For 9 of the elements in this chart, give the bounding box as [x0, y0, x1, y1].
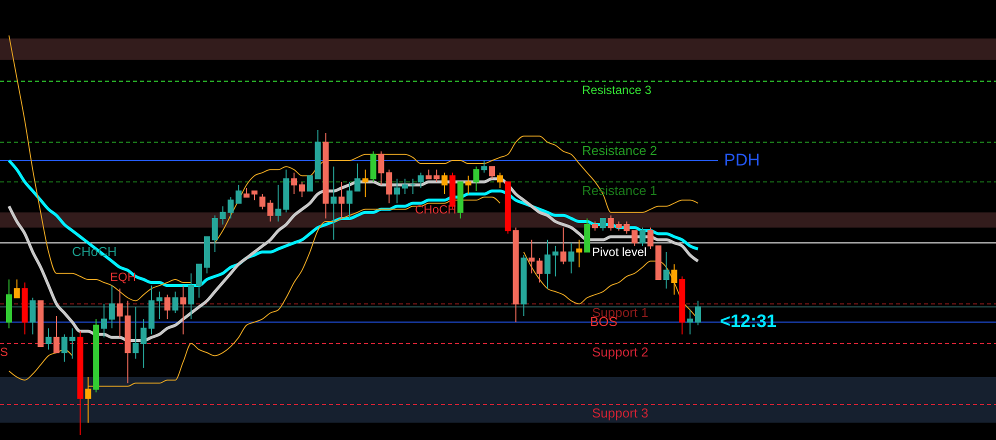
- ref-line-label: PDH: [724, 150, 760, 170]
- annotation: CHoCH: [415, 202, 456, 216]
- ref-line-label: Pivot level: [592, 244, 647, 259]
- annotation: EQH: [110, 270, 136, 284]
- ref-line-label: Resistance 3: [582, 83, 652, 98]
- annotation: S: [0, 345, 8, 359]
- ref-line-label: Resistance 2: [582, 143, 658, 158]
- ref-line-label: Support 3: [592, 406, 648, 420]
- ref-line-label: Support 2: [592, 344, 648, 360]
